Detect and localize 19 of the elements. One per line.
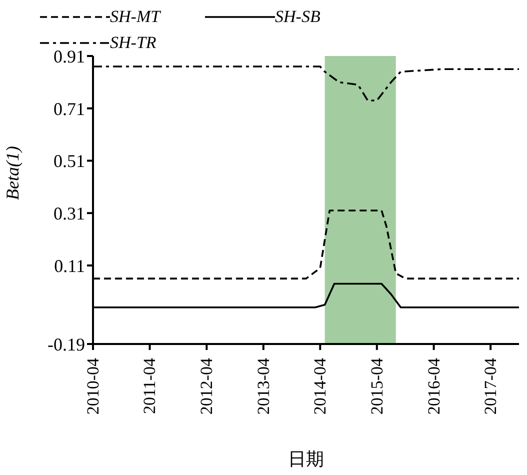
x-tick-label: 2017-04 [481,358,500,415]
x-axis-title: 日期 [288,449,324,469]
y-tick-label: 0.91 [54,46,85,66]
y-axis-title: Beta(1) [2,146,22,200]
x-tick-label: 2011-04 [140,358,160,414]
x-tick-label: 2015-04 [367,358,386,415]
y-tick-label: 0.51 [54,151,85,172]
y-tick-label: 0.11 [54,256,85,276]
legend-label: SH-MT [110,7,160,27]
y-tick-label: 0.71 [54,98,85,119]
legend-label: SH-TR [110,33,156,53]
x-tick-label: 2010-04 [84,358,102,415]
x-tick-label: 2012-04 [197,358,216,415]
x-tick-label: 2016-04 [424,358,444,415]
y-tick-label: 0.31 [54,203,85,224]
x-tick-label: 2014-04 [310,358,330,415]
legend-label: SH-SB [275,7,320,27]
x-tick-label: 2013-04 [254,358,273,415]
y-tick-label: -0.19 [48,334,85,354]
